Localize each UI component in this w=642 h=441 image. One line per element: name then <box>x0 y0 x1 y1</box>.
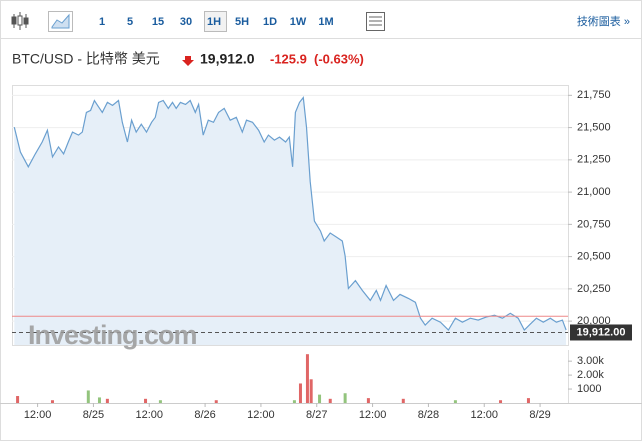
area-icon[interactable] <box>48 11 73 32</box>
volume-bar <box>318 394 322 403</box>
volume-bar <box>499 400 503 403</box>
volume-bar <box>97 397 101 403</box>
symbol-title: BTC/USD - 比特幣 美元 <box>12 51 160 67</box>
price-area <box>14 97 567 345</box>
down-arrow <box>182 56 194 66</box>
volume-bar <box>343 393 347 403</box>
interval-button[interactable]: 5 <box>127 16 133 28</box>
price-line <box>13 95 567 331</box>
interval-button[interactable]: 1M <box>318 16 333 28</box>
volume-bar <box>453 400 457 403</box>
interval-button[interactable]: 1 <box>99 16 105 28</box>
x-tick-label: 12:00 <box>359 409 387 421</box>
y-tick-label: 21,250 <box>577 154 611 166</box>
volume-bar <box>328 398 332 403</box>
x-tick-label: 8/26 <box>194 409 215 421</box>
x-tick-label: 12:00 <box>470 409 498 421</box>
volume-bar <box>298 383 302 403</box>
volume-bar <box>16 396 20 403</box>
volume-bar <box>158 400 162 403</box>
y-tick-label: 21,000 <box>577 186 611 198</box>
last-price-box <box>570 324 632 341</box>
watermark: Investing.com <box>28 320 197 350</box>
volume-bar <box>86 390 90 403</box>
last-price-label: 19,912.00 <box>577 326 626 338</box>
volume-bar <box>526 398 530 403</box>
price-change: -125.9 <box>270 51 307 66</box>
last-price: 19,912.0 <box>200 51 255 67</box>
volume-bar <box>214 400 218 403</box>
volume-bar <box>50 400 54 403</box>
active-interval-box <box>204 11 227 32</box>
interval-button[interactable]: 30 <box>180 16 192 28</box>
volume-bar <box>309 379 313 403</box>
volume-bar <box>144 398 148 403</box>
x-tick-label: 8/29 <box>529 409 550 421</box>
plot-border <box>12 85 569 346</box>
x-tick-label: 12:00 <box>24 409 52 421</box>
volume-bar <box>105 398 109 403</box>
y-tick-label: 20,000 <box>577 315 611 327</box>
x-tick-label: 12:00 <box>135 409 163 421</box>
tech-chart-link[interactable]: 技術圖表 » <box>577 14 630 28</box>
volume-bar <box>366 398 370 403</box>
interval-button[interactable]: 5H <box>235 16 249 28</box>
y-tick-label: 21,500 <box>577 121 611 133</box>
table-icon[interactable] <box>366 12 385 31</box>
interval-button[interactable]: 1H <box>207 16 221 28</box>
volume-bar <box>401 398 405 403</box>
y-tick-label: 1000 <box>577 383 601 395</box>
x-tick-label: 8/27 <box>306 409 327 421</box>
y-tick-label: 21,750 <box>577 89 611 101</box>
interval-button[interactable]: 15 <box>152 16 164 28</box>
y-tick-label: 20,250 <box>577 283 611 295</box>
x-tick-label: 8/25 <box>83 409 104 421</box>
y-tick-label: 20,750 <box>577 218 611 230</box>
x-tick-label: 8/28 <box>418 409 439 421</box>
y-tick-label: 3.00k <box>577 355 604 367</box>
x-tick-label: 12:00 <box>247 409 275 421</box>
volume-bar <box>292 400 296 403</box>
candle-icon[interactable] <box>11 12 29 30</box>
price-change-percent: (-0.63%) <box>314 51 364 66</box>
interval-button[interactable]: 1D <box>263 16 277 28</box>
volume-bar <box>305 354 309 403</box>
y-tick-label: 2.00k <box>577 369 604 381</box>
y-tick-label: 20,500 <box>577 251 611 263</box>
interval-button[interactable]: 1W <box>290 16 307 28</box>
